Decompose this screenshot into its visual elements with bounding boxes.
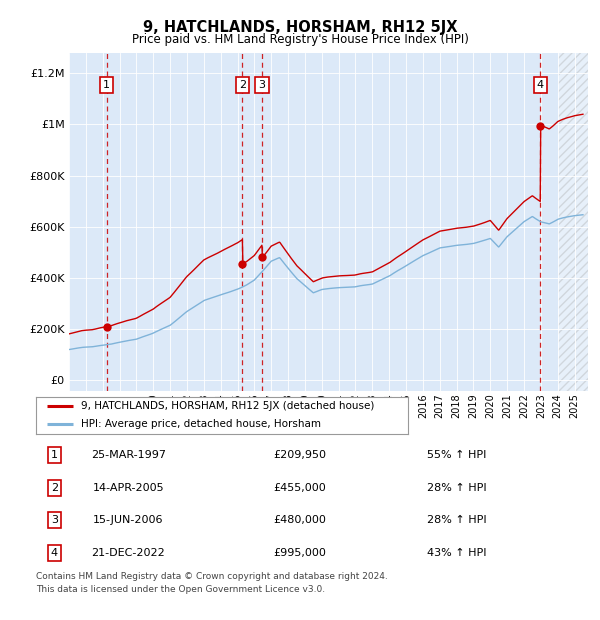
Text: 14-APR-2005: 14-APR-2005 [92, 483, 164, 493]
Text: 3: 3 [259, 80, 266, 90]
Text: HPI: Average price, detached house, Horsham: HPI: Average price, detached house, Hors… [80, 419, 320, 429]
Bar [557, 53, 592, 391]
Text: 3: 3 [51, 515, 58, 525]
Text: 28% ↑ HPI: 28% ↑ HPI [427, 515, 487, 525]
Text: 2: 2 [51, 483, 58, 493]
Text: 28% ↑ HPI: 28% ↑ HPI [427, 483, 487, 493]
Text: 4: 4 [537, 80, 544, 90]
Text: 1: 1 [103, 80, 110, 90]
Text: 15-JUN-2006: 15-JUN-2006 [93, 515, 164, 525]
Text: 55% ↑ HPI: 55% ↑ HPI [427, 450, 486, 460]
Text: £209,950: £209,950 [274, 450, 326, 460]
Text: 4: 4 [51, 548, 58, 558]
Text: 1: 1 [51, 450, 58, 460]
Text: 9, HATCHLANDS, HORSHAM, RH12 5JX: 9, HATCHLANDS, HORSHAM, RH12 5JX [143, 20, 457, 35]
Text: 21-DEC-2022: 21-DEC-2022 [92, 548, 165, 558]
Text: Contains HM Land Registry data © Crown copyright and database right 2024.
This d: Contains HM Land Registry data © Crown c… [36, 572, 388, 594]
Text: 9, HATCHLANDS, HORSHAM, RH12 5JX (detached house): 9, HATCHLANDS, HORSHAM, RH12 5JX (detach… [80, 402, 374, 412]
Text: £480,000: £480,000 [274, 515, 326, 525]
Text: £995,000: £995,000 [274, 548, 326, 558]
Bar [557, 53, 592, 391]
Text: £455,000: £455,000 [274, 483, 326, 493]
Text: 2: 2 [239, 80, 246, 90]
Text: Price paid vs. HM Land Registry's House Price Index (HPI): Price paid vs. HM Land Registry's House … [131, 33, 469, 46]
Text: 43% ↑ HPI: 43% ↑ HPI [427, 548, 486, 558]
Text: 25-MAR-1997: 25-MAR-1997 [91, 450, 166, 460]
